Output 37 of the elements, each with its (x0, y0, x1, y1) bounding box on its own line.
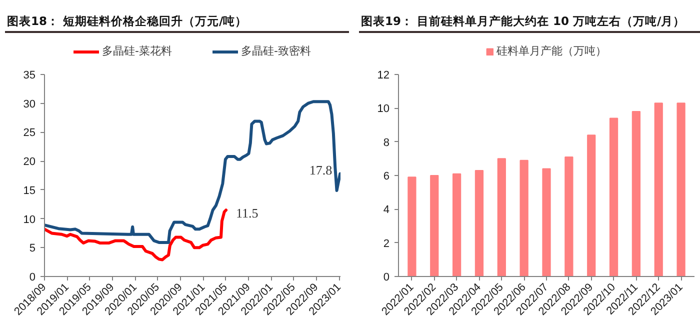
legend-label: 多晶硅-菜花料 (102, 44, 172, 58)
bar (632, 111, 641, 276)
bar (587, 134, 596, 276)
bar (408, 176, 416, 276)
y-tick-label: 2 (383, 238, 390, 250)
y-tick-label: 20 (23, 156, 36, 168)
y-tick-label: 30 (23, 98, 36, 110)
legend-label: 多晶硅-致密料 (241, 44, 311, 58)
y-tick-label: 10 (377, 103, 390, 116)
bar (564, 156, 574, 276)
y-tick-label: 5 (29, 242, 36, 255)
annotation: 11.5 (236, 206, 258, 221)
y-tick-label: 0 (383, 272, 390, 284)
bar (430, 175, 439, 276)
bar (542, 168, 551, 276)
y-tick-label: 15 (23, 184, 36, 197)
y-tick-label: 4 (383, 204, 390, 216)
bar (676, 102, 686, 276)
line-series (44, 100, 340, 244)
chart-title: 图表18： 短期硅料价格企稳回升（万元/吨） (7, 13, 248, 30)
bar (497, 158, 506, 276)
bar (654, 102, 663, 276)
y-tick-label: 25 (23, 127, 36, 140)
y-tick-label: 35 (23, 70, 36, 82)
line-series (44, 208, 228, 262)
annotation: 17.8 (309, 162, 332, 178)
legend-label: 硅料单月产能（万吨） (496, 44, 606, 58)
bar (520, 160, 528, 276)
chart-title: 图表19： 目前硅料单月产能大约在 10 万吨左右（万吨/月） (361, 13, 686, 30)
y-tick-label: 12 (377, 70, 390, 82)
bar (609, 118, 618, 276)
y-tick-label: 0 (29, 272, 36, 284)
bar (474, 170, 484, 276)
y-tick-label: 10 (23, 214, 36, 226)
y-tick-label: 6 (383, 170, 390, 182)
bar (452, 173, 462, 276)
y-tick-label: 8 (383, 136, 390, 149)
